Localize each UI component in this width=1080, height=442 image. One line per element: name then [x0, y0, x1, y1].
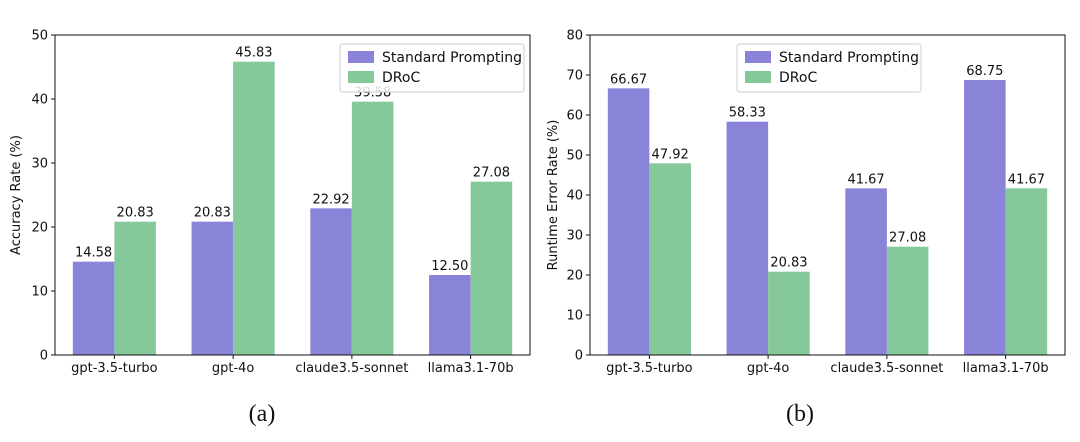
standard-prompting-bar — [845, 188, 887, 355]
legend-box — [339, 43, 525, 93]
legend-label: Standard Prompting — [382, 50, 522, 66]
standard-prompting-bar — [607, 88, 650, 355]
droc-bar — [351, 101, 394, 355]
panel-caption: (a) — [249, 401, 276, 427]
standard-prompting-bar — [429, 275, 471, 355]
standard-prompting-bar — [726, 121, 769, 356]
bar-value-label: 22.92 — [312, 192, 349, 207]
bar-value-label: 47.92 — [652, 147, 689, 162]
droc-bar — [649, 163, 691, 355]
standard-prompting-bar — [191, 221, 234, 355]
standard-prompting-bar — [310, 208, 352, 355]
y-tick-label: 50 — [31, 29, 48, 44]
panel-a: 14.5820.8322.9212.5020.8345.8339.5827.08… — [9, 29, 531, 427]
standard-prompting-bar — [964, 80, 1006, 355]
legend-swatch-droc — [745, 71, 771, 83]
bar-value-label: 27.08 — [889, 231, 926, 246]
y-tick-label: 80 — [566, 29, 583, 44]
bar-value-label: 12.50 — [431, 259, 468, 274]
y-tick-label: 70 — [566, 69, 583, 84]
y-tick-label: 40 — [31, 93, 48, 108]
x-tick-label: llama3.1-70b — [963, 361, 1049, 376]
bar-value-label: 27.08 — [473, 166, 510, 181]
y-tick-label: 10 — [31, 285, 48, 300]
droc-bar — [1005, 188, 1048, 355]
legend-swatch-standard-prompting — [348, 51, 374, 63]
droc-bar — [233, 61, 275, 355]
y-tick-label: 0 — [575, 349, 583, 364]
y-tick-label: 10 — [566, 309, 583, 324]
legend-swatch-standard-prompting — [745, 51, 771, 63]
x-tick-label: gpt-3.5-turbo — [71, 361, 158, 376]
y-tick-label: 30 — [566, 229, 583, 244]
bar-value-label: 41.67 — [847, 172, 884, 187]
x-tick-label: gpt-3.5-turbo — [606, 361, 693, 376]
legend-swatch-droc — [348, 71, 374, 83]
y-tick-label: 40 — [566, 189, 583, 204]
panel-caption: (b) — [786, 401, 814, 427]
y-axis-label: Accuracy Rate (%) — [9, 135, 24, 255]
x-tick-label: gpt-4o — [747, 361, 790, 376]
droc-bar — [470, 181, 513, 355]
bar-value-label: 58.33 — [729, 106, 766, 121]
bar-value-label: 66.67 — [610, 72, 647, 87]
bar-value-label: 41.67 — [1008, 172, 1045, 187]
legend: Standard Prompting DRoC — [736, 43, 922, 93]
y-tick-label: 60 — [566, 109, 583, 124]
droc-bar — [886, 246, 929, 355]
x-tick-label: gpt-4o — [212, 361, 255, 376]
y-tick-label: 20 — [566, 269, 583, 284]
bar-value-label: 20.83 — [770, 256, 807, 271]
legend-label: DRoC — [779, 70, 817, 86]
legend-label: Standard Prompting — [779, 50, 919, 66]
x-tick-label: claude3.5-sonnet — [830, 361, 943, 376]
bar-value-label: 45.83 — [235, 46, 272, 61]
legend: Standard Prompting DRoC — [339, 43, 525, 93]
y-axis-label: Runtime Error Rate (%) — [546, 120, 561, 271]
y-tick-label: 0 — [40, 349, 48, 364]
standard-prompting-bar — [72, 261, 115, 355]
y-tick-label: 50 — [566, 149, 583, 164]
legend-label: DRoC — [382, 70, 420, 86]
droc-bar — [768, 271, 810, 355]
bar-value-label: 14.58 — [75, 246, 112, 261]
legend-box — [736, 43, 922, 93]
bar-value-label: 20.83 — [117, 206, 154, 221]
x-tick-label: llama3.1-70b — [428, 361, 514, 376]
bar-value-label: 20.83 — [194, 206, 231, 221]
droc-bar — [114, 221, 156, 355]
panel-b: 66.67 58.33 41.67 68.75 47.92 20.83 27.08 41.67… — [546, 29, 1066, 427]
y-tick-label: 20 — [31, 221, 48, 236]
x-tick-label: claude3.5-sonnet — [295, 361, 408, 376]
y-tick-label: 30 — [31, 157, 48, 172]
plot-frame — [54, 34, 531, 356]
bar-value-label: 68.75 — [966, 64, 1003, 79]
